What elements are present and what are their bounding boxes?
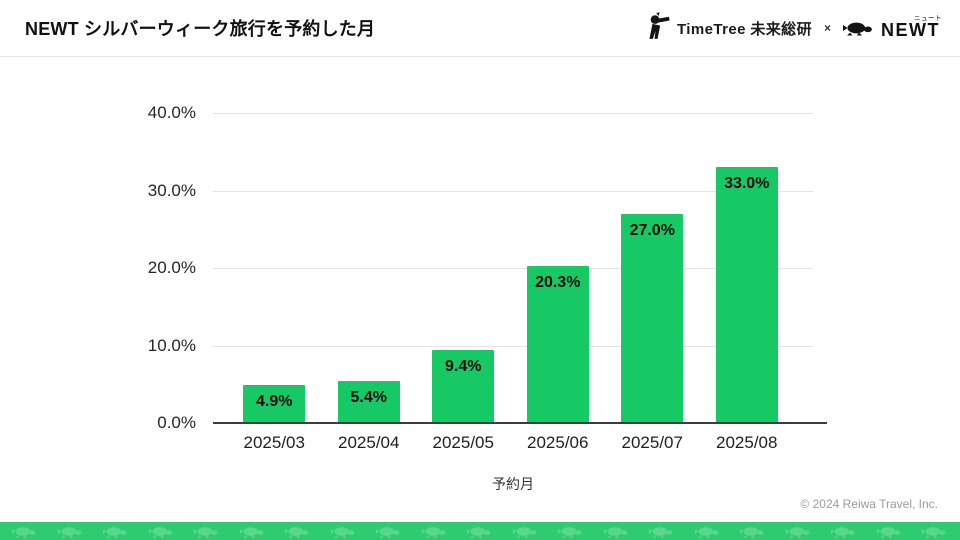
gridline [213,190,813,192]
turtle-icon [57,525,84,538]
x-tick-label: 2025/03 [243,433,305,452]
gridline [213,345,813,347]
bar-2025-06: 20.3% [526,265,589,423]
y-tick-label: 10.0% [147,335,196,355]
bar-data-label: 5.4% [350,389,387,407]
turtle-icon [285,525,311,538]
y-tick-label: 30.0% [147,180,196,200]
turtle-icon [740,525,766,538]
turtle-icon [103,525,129,538]
x-tick-label: 2025/04 [338,433,400,452]
turtle-icon [558,525,584,538]
turtle-icon [148,525,175,538]
newt-logo: ニュート NEWT [843,15,942,41]
turtle-icon [603,525,630,538]
x-tick-label: 2025/07 [621,433,683,452]
bar-slot: 27.0% [605,113,700,423]
turtle-icon [785,525,812,538]
header: NEWT シルバーウィーク旅行を予約した月 TimeTree 未来総研 × [0,0,960,57]
turtle-icon [239,525,266,538]
turtle-icon [376,525,402,538]
x-tick-label: 2025/08 [716,433,778,452]
y-tick-label: 20.0% [147,258,196,277]
turtle-icon [330,525,357,538]
y-tick-label: 0.0% [157,413,196,432]
turtle-icon [12,525,38,538]
page-title: NEWT シルバーウィーク旅行を予約した月 [25,19,376,39]
logo-separator: × [823,21,831,35]
turtle-pattern-strip [0,522,960,540]
x-tick-label: 2025/06 [527,433,589,452]
turtle-icon [831,525,857,538]
bar-chart-plot-area: 4.9% 5.4% 9.4% 20.3% 27.0% 33.0% [213,113,827,424]
logo-group: TimeTree 未来総研 × ニュート NEWT [646,11,942,45]
bar-data-label: 27.0% [629,221,675,239]
turtle-icon [922,525,948,538]
bar-slot: 4.9% [227,113,322,423]
timetree-logo-text: TimeTree 未来総研 [677,20,812,38]
turtle-icon [876,525,903,538]
turtle-icon [421,525,448,538]
bar-data-label: 33.0% [724,175,770,193]
bar-2025-03: 4.9% [243,385,306,423]
turtle-icon [467,525,493,538]
bar-2025-07: 27.0% [621,213,684,423]
turtle-icon [694,525,721,538]
bar-slot: 5.4% [322,113,417,423]
x-tick-label: 2025/05 [432,433,494,452]
y-axis-labels: 40.0% 30.0% 20.0% 10.0% 0.0% [0,103,196,432]
turtle-icon [512,525,539,538]
timetree-logo: TimeTree 未来総研 [646,11,812,45]
bar-series: 4.9% 5.4% 9.4% 20.3% 27.0% 33.0% [227,113,794,423]
bar-data-label: 4.9% [256,393,293,411]
bar-slot: 33.0% [700,113,795,423]
x-axis-title: 予約月 [492,476,534,492]
gridline [213,113,813,114]
x-axis-tick-labels: 2025/03 2025/04 2025/05 2025/06 2025/07 2025/… [227,433,794,453]
x-axis-line [213,422,827,424]
bar-2025-04: 5.4% [337,381,400,423]
y-tick-label: 40.0% [147,103,196,122]
bar-slot: 9.4% [416,113,511,423]
turtle-icon [649,525,675,538]
bar-slot: 20.3% [511,113,606,423]
bar-2025-08: 33.0% [715,167,778,423]
turtle-icon [194,525,220,538]
turtle-icon [843,20,875,41]
gridline [213,268,813,269]
newt-logo-text: NEWT [881,19,940,40]
newt-logo-ruby: ニュート [914,14,942,22]
bar-2025-05: 9.4% [432,350,495,423]
bar-data-label: 9.4% [445,358,482,376]
timetree-mascot-icon [646,11,670,45]
bar-data-label: 20.3% [535,273,581,291]
copyright-text: © 2024 Reiwa Travel, Inc. [800,497,938,511]
